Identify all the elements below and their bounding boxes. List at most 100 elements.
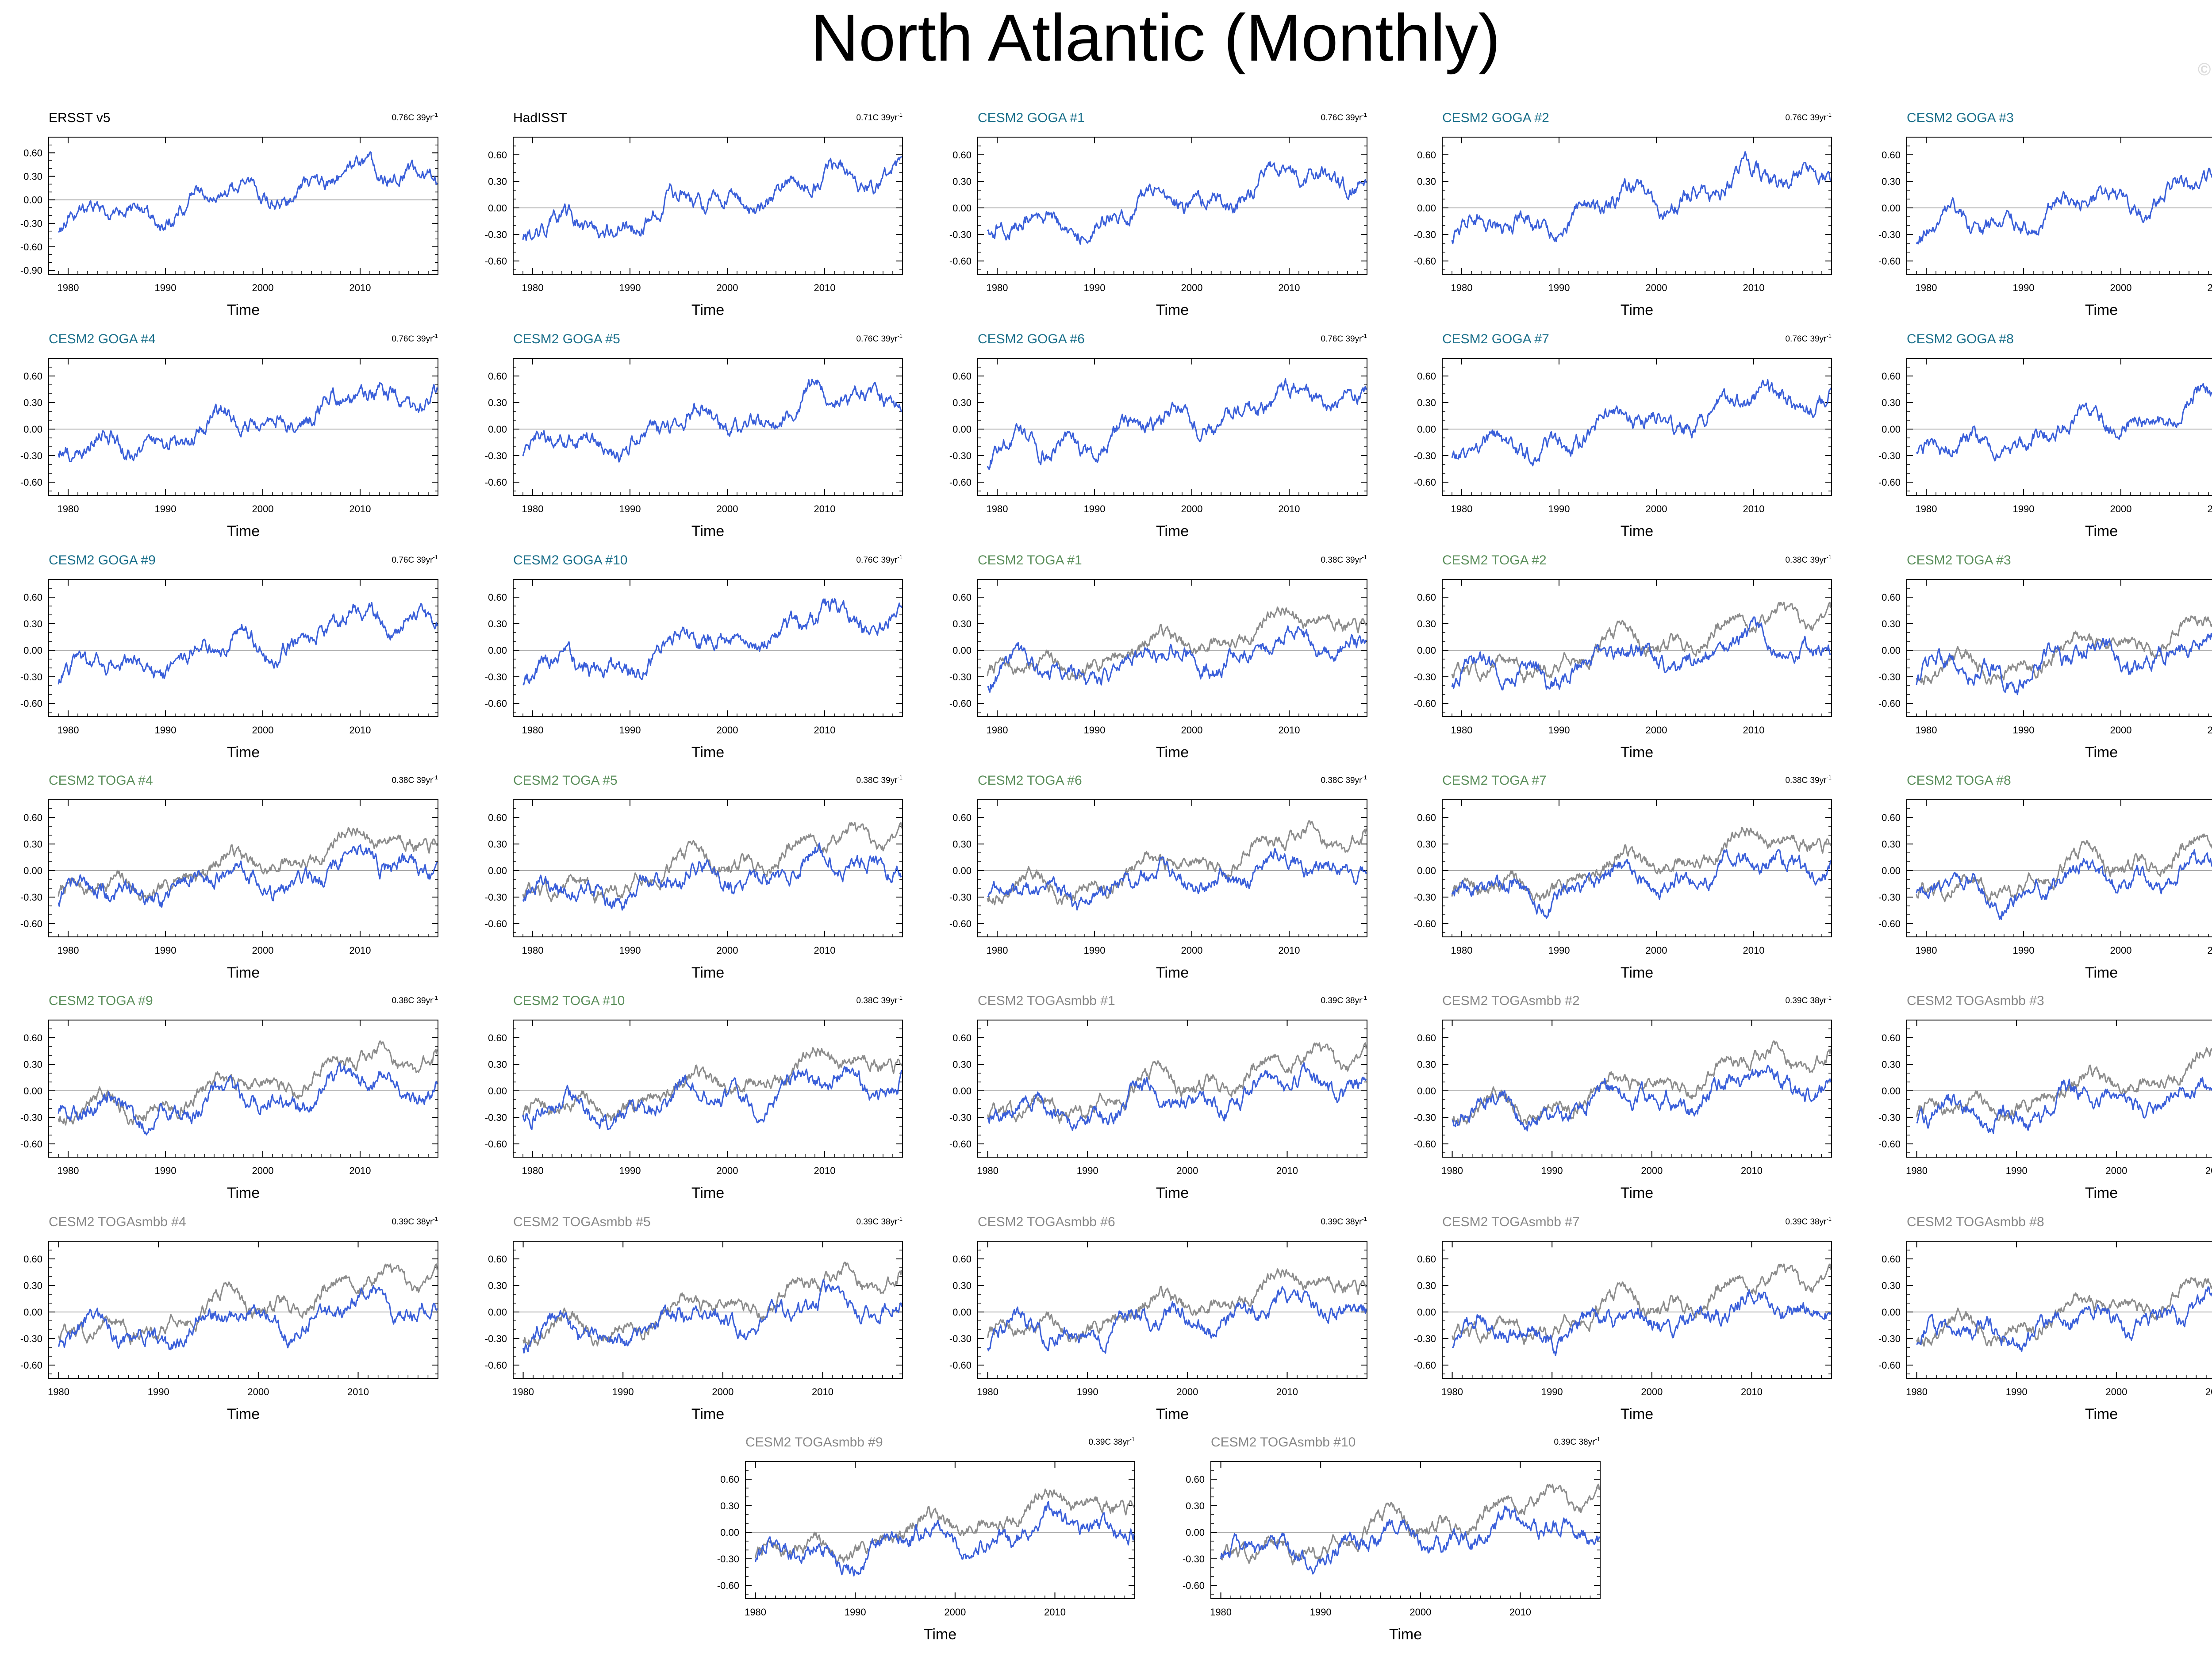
panel-trend: 0.76C 39yr-1 [392, 554, 438, 565]
panel-trend: 0.39C 38yr-1 [1785, 1216, 1832, 1227]
y-tick-label: 0.00 [488, 645, 507, 656]
plot-frame [48, 1241, 438, 1379]
x-tick-label: 1980 [58, 725, 79, 736]
y-tick-label: 0.60 [1417, 150, 1436, 161]
x-axis-label: Time [227, 1185, 260, 1201]
x-tick-label: 2000 [712, 1386, 733, 1397]
figure-title: North Atlantic (Monthly) [810, 0, 1501, 75]
panel-trend: 0.76C 39yr-1 [392, 111, 438, 123]
y-tick-label: 0.60 [23, 371, 42, 382]
x-tick-label: 1990 [619, 503, 641, 514]
y-tick-label: 0.00 [23, 424, 42, 435]
panel-title: CESM2 TOGAsmbb #9 [745, 1435, 883, 1450]
y-tick-label: 0.00 [23, 645, 42, 656]
ensemble-series-line [58, 844, 438, 908]
ensemble-series-line [522, 598, 902, 686]
y-tick-label: 0.00 [488, 1086, 507, 1097]
y-tick-label: 0.00 [1417, 203, 1436, 214]
ensemble-series-line [1451, 151, 1832, 245]
x-axis-label: Time [1156, 523, 1189, 540]
panel-title: CESM2 TOGA #7 [1442, 773, 1547, 788]
ensemble-series-line [1916, 1286, 2212, 1352]
panel-trend: 0.39C 38yr-1 [856, 1216, 902, 1227]
x-tick-label: 2000 [1181, 725, 1203, 736]
x-tick-label: 1980 [1906, 1386, 1928, 1397]
panel-title: CESM2 GOGA #9 [49, 553, 156, 568]
y-tick-label: -0.30 [1414, 450, 1436, 461]
y-tick-label: -0.60 [20, 698, 42, 709]
x-tick-label: 1990 [1548, 503, 1570, 514]
y-tick-label: 0.30 [488, 1059, 507, 1070]
y-tick-label: -0.30 [1878, 1112, 1901, 1123]
y-tick-label: -0.60 [1414, 256, 1436, 267]
y-tick-label: 0.60 [1882, 1032, 1901, 1043]
x-tick-label: 2000 [717, 945, 738, 956]
x-tick-label: 1980 [58, 945, 79, 956]
chart-panel: CESM2 TOGAsmbb #80.39C 38yr-10.600.300.0… [1878, 1215, 2212, 1423]
panel-title: CESM2 TOGA #6 [978, 773, 1082, 788]
chart-panel: CESM2 GOGA #80.76C 39yr-10.600.300.00-0.… [1878, 332, 2212, 540]
y-tick-label: 0.60 [23, 812, 42, 823]
ensemble-series-line [987, 378, 1367, 470]
y-tick-label: -0.60 [485, 256, 507, 267]
panel-trend: 0.76C 39yr-1 [1785, 333, 1832, 344]
x-axis-label: Time [1621, 964, 1653, 981]
y-tick-label: -0.60 [485, 1139, 507, 1150]
y-tick-label: 0.60 [23, 592, 42, 603]
y-tick-label: -0.60 [1183, 1580, 1205, 1591]
x-tick-label: 1980 [522, 282, 544, 293]
chart-panel: CESM2 TOGAsmbb #4 0.39C 38yr-1 0.60 0.30 0.0… [20, 1215, 438, 1423]
y-tick-label: 0.30 [952, 839, 972, 850]
plot-frame [1906, 137, 2212, 275]
y-tick-label: 0.00 [1417, 424, 1436, 435]
x-tick-label: 1980 [987, 282, 1008, 293]
y-tick-label: -0.60 [20, 918, 42, 929]
x-axis-label: Time [1389, 1626, 1422, 1643]
x-tick-label: 2000 [717, 725, 738, 736]
y-tick-label: 0.30 [488, 618, 507, 629]
x-tick-label: 2010 [1743, 503, 1765, 514]
x-tick-label: 1990 [619, 945, 641, 956]
x-tick-label: 1980 [1916, 945, 1937, 956]
y-tick-label: 0.60 [23, 1032, 42, 1043]
y-tick-label: -0.60 [1414, 1139, 1436, 1150]
x-tick-label: 1980 [1441, 1165, 1463, 1176]
plot-frame [513, 358, 903, 496]
panel-trend: 0.39C 38yr-1 [1321, 994, 1367, 1005]
x-tick-label: 1990 [2013, 725, 2035, 736]
x-tick-label: 2010 [1279, 725, 1300, 736]
panel-title: CESM2 TOGAsmbb #5 [513, 1215, 651, 1229]
observation-series-line [58, 1040, 438, 1126]
ensemble-series-line [522, 1066, 902, 1130]
x-tick-label: 1980 [58, 282, 79, 293]
chart-panel: CESM2 TOGA #5 0.38C 39yr-1 0.60 0.30 0.00 -0.… [485, 773, 903, 981]
observation-series-line [755, 1488, 1135, 1563]
y-tick-label: -0.60 [1878, 1139, 1901, 1150]
x-tick-label: 2010 [1044, 1607, 1066, 1618]
observation-series-line [1451, 602, 1832, 683]
y-tick-label: -0.60 [949, 1360, 972, 1371]
y-tick-label: 0.00 [23, 195, 42, 206]
ensemble-series-line [755, 1501, 1135, 1577]
ensemble-series-line [987, 1286, 1367, 1354]
y-tick-label: -0.30 [949, 892, 972, 903]
chart-panel: CESM2 TOGAsmbb #6 0.39C 38yr-1 0.60 0.30 0.0… [949, 1215, 1367, 1423]
x-tick-label: 2000 [252, 725, 274, 736]
ensemble-series-line [1916, 633, 2212, 695]
panel-title: CESM2 GOGA #2 [1442, 111, 1549, 125]
x-tick-label: 2010 [349, 945, 371, 956]
y-tick-label: 0.00 [952, 424, 972, 435]
y-tick-label: -0.90 [20, 265, 42, 276]
plot-frame [1906, 358, 2212, 496]
ensemble-series-line [58, 382, 438, 462]
x-axis-label: Time [691, 744, 724, 761]
x-tick-label: 2000 [717, 1165, 738, 1176]
x-tick-label: 1990 [619, 725, 641, 736]
panel-title: CESM2 TOGA #1 [978, 553, 1082, 568]
y-tick-label: 0.60 [488, 371, 507, 382]
y-tick-label: -0.30 [485, 1333, 507, 1344]
chart-panel: CESM2 GOGA #4 0.76C 39yr-1 0.60 0.30 0.00 -0.… [20, 332, 438, 540]
y-tick-label: -0.30 [20, 450, 42, 461]
y-tick-label: 0.00 [952, 1307, 972, 1318]
